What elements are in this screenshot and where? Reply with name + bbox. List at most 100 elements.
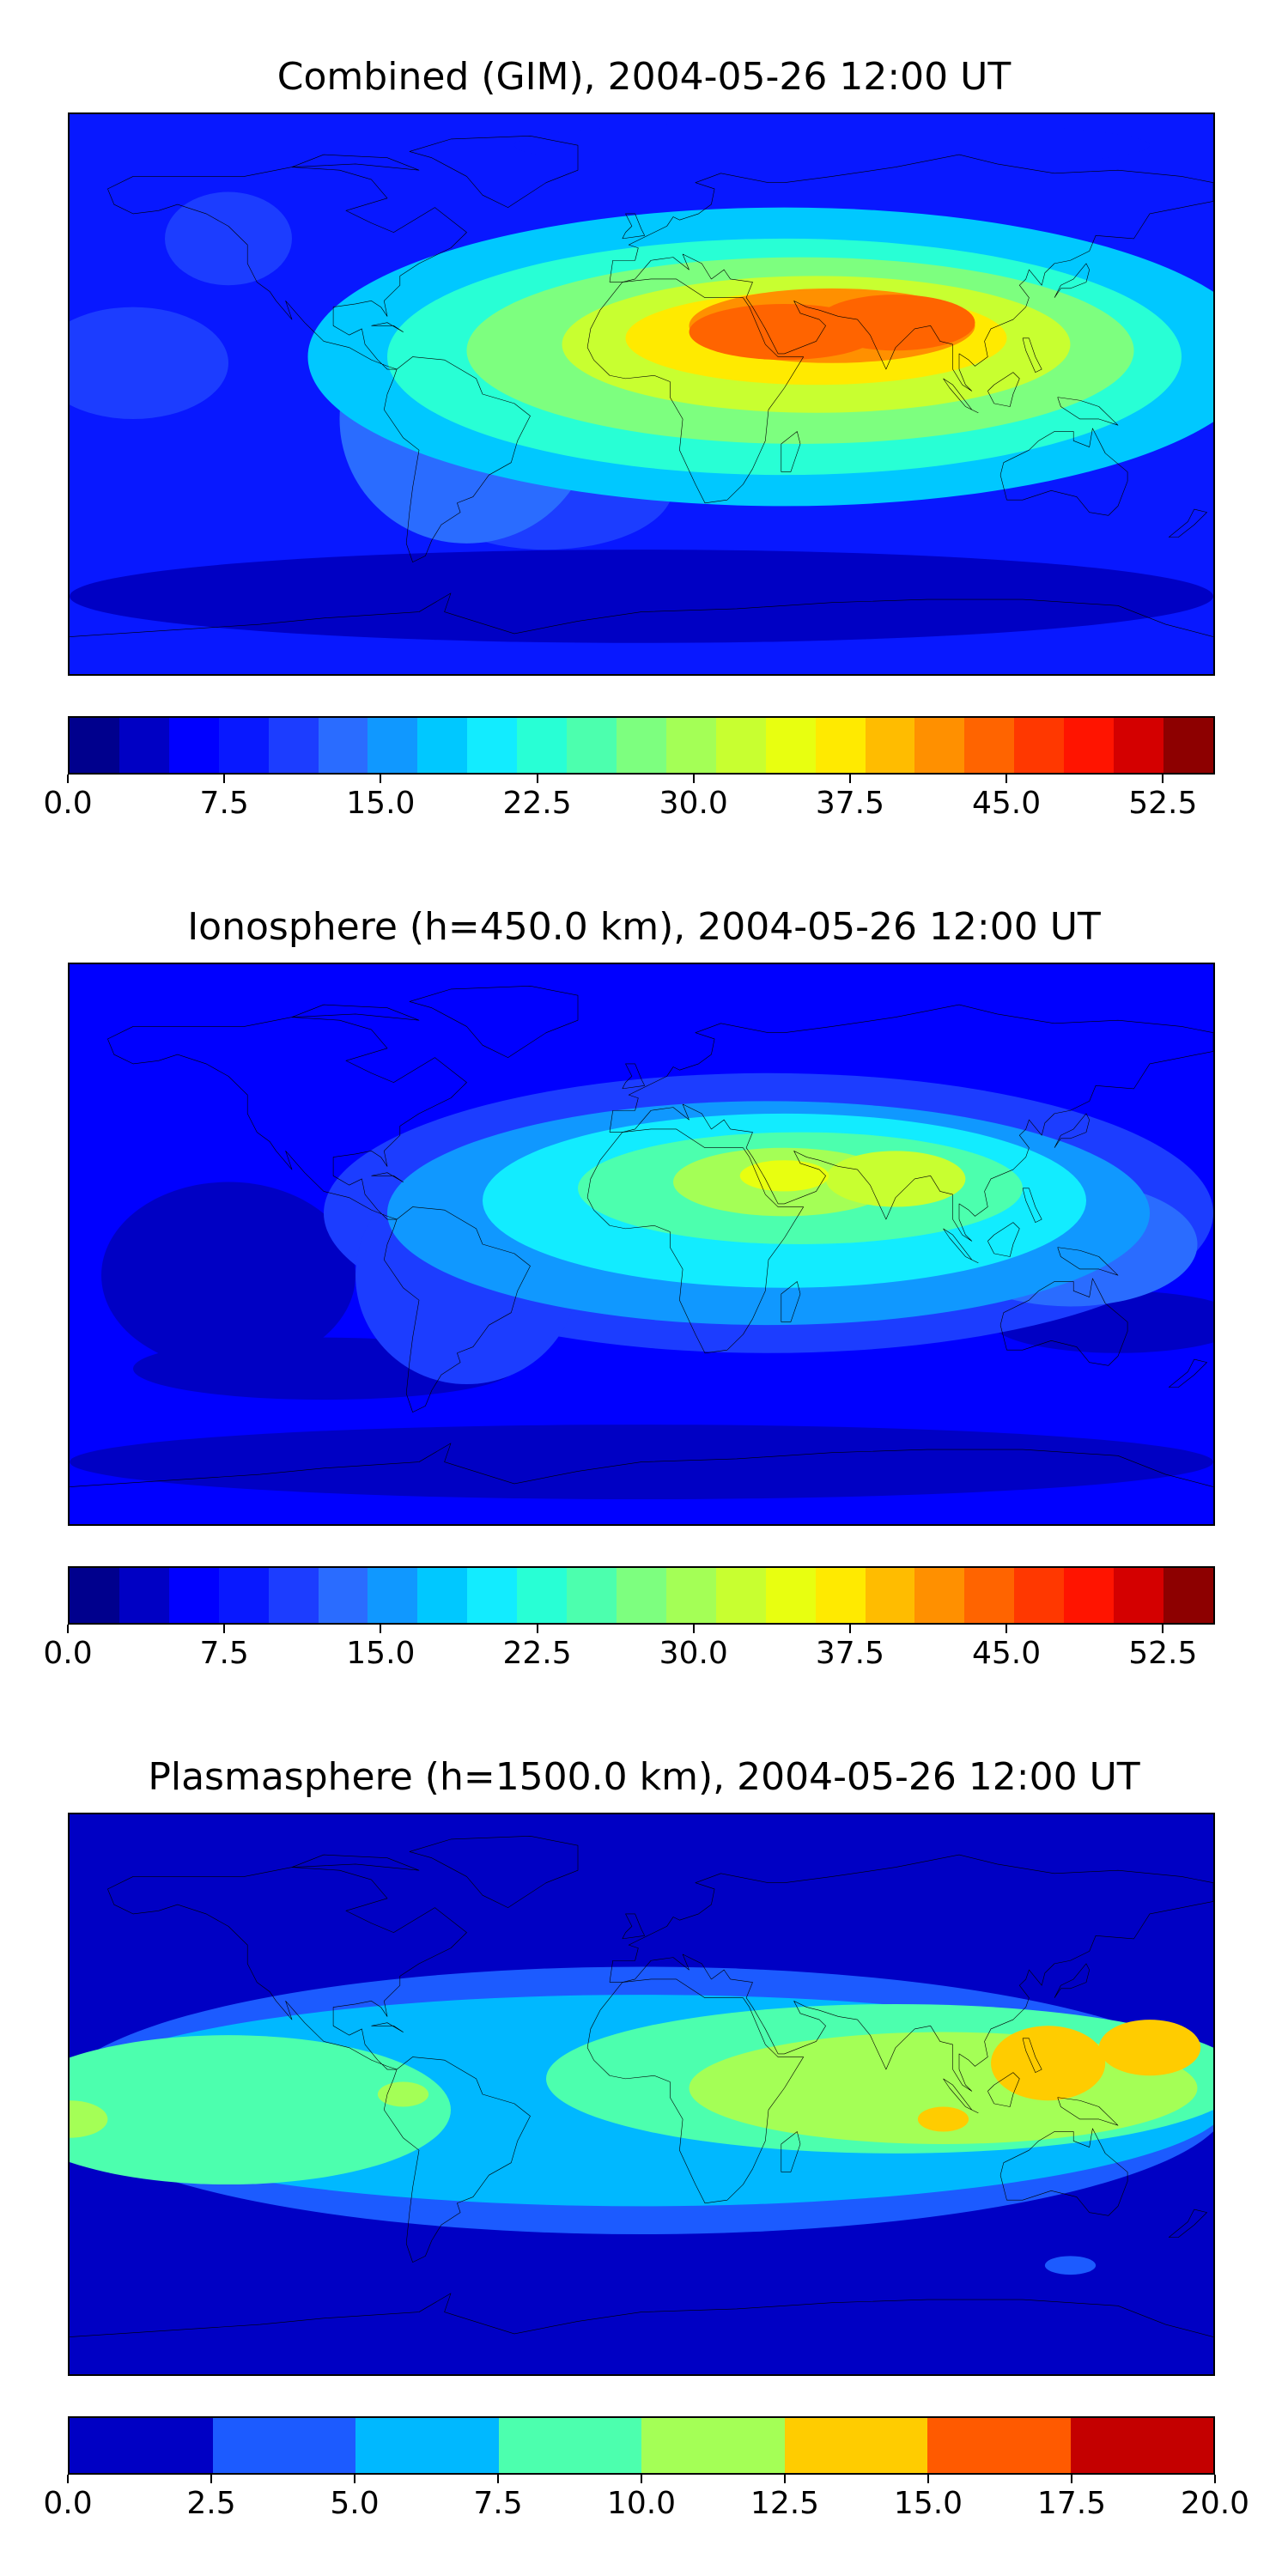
- coastline: [1023, 2038, 1042, 2073]
- colorbar-tick-label: 15.0: [346, 1636, 416, 1671]
- coastline: [781, 1281, 800, 1321]
- coastline: [944, 379, 979, 413]
- colorbar-segment: [715, 718, 766, 773]
- colorbar-segment: [927, 2418, 1071, 2473]
- contour-region: [739, 1160, 829, 1192]
- coastline: [1023, 1188, 1042, 1223]
- colorbar-tick-label: 22.5: [502, 1636, 572, 1671]
- colorbar-tick-mark: [848, 775, 851, 783]
- coastline: [70, 2293, 1213, 2337]
- colorbar-segment: [665, 718, 716, 773]
- contour-region: [1044, 2256, 1097, 2275]
- colorbar-segment: [784, 2418, 927, 2473]
- colorbar-tick-label: 15.0: [346, 786, 416, 821]
- colorbar-segment: [1064, 1568, 1115, 1623]
- colorbar-segment: [964, 1568, 1015, 1623]
- colorbar-tick-label: 45.0: [972, 1636, 1042, 1671]
- colorbar-segment: [1114, 718, 1163, 773]
- colorbar-segment: [964, 718, 1015, 773]
- coastline: [1054, 1964, 1090, 1998]
- colorbar-tick-label: 12.5: [750, 2486, 820, 2521]
- colorbar-segment: [70, 1568, 119, 1623]
- coastline: [1058, 398, 1118, 426]
- colorbar-tick-label: 17.5: [1036, 2486, 1107, 2521]
- coastline: [410, 986, 578, 1057]
- colorbar-segment: [70, 718, 119, 773]
- colorbar-segment: [467, 718, 518, 773]
- colorbar-segment: [318, 718, 368, 773]
- colorbar-segment: [368, 718, 418, 773]
- panel-title-plasmasphere: Plasmasphere (h=1500.0 km), 2004-05-26 1…: [148, 1755, 1140, 1799]
- map-plasmasphere: [68, 1813, 1215, 2376]
- coastline: [1000, 428, 1127, 515]
- colorbar-segment: [355, 2418, 499, 2473]
- coastline: [610, 155, 1213, 391]
- colorbar-tick-label: 37.5: [815, 1636, 884, 1671]
- colorbar-segment: [318, 1568, 368, 1623]
- coastline: [107, 1868, 466, 2069]
- coastline: [292, 155, 419, 170]
- colorbar-tick-mark: [536, 1625, 538, 1633]
- contour-region: [377, 2081, 429, 2107]
- coastline: [1023, 338, 1042, 373]
- colorbar-segment: [517, 1568, 568, 1623]
- colorbar-segment: [268, 1568, 319, 1623]
- colorbar-tick-mark: [380, 1625, 382, 1633]
- coastline: [987, 1223, 1019, 1257]
- colorbar-segment: [616, 718, 666, 773]
- coastline: [107, 167, 466, 369]
- coastline: [372, 323, 404, 332]
- colorbar-segment: [567, 1568, 617, 1623]
- coastline: [623, 214, 645, 239]
- colorbar-tick-label: 0.0: [43, 2486, 93, 2521]
- colorbar-segment: [218, 1568, 269, 1623]
- coastline: [384, 357, 530, 562]
- coastline: [587, 1979, 804, 2203]
- coastline: [1169, 1359, 1206, 1388]
- contour-region: [70, 2035, 451, 2185]
- colorbar-segment: [1064, 718, 1115, 773]
- coastline: [410, 136, 578, 207]
- coastline: [107, 1018, 466, 1219]
- colorbar-segment: [1070, 2418, 1213, 2473]
- colorbar-segment: [212, 2418, 355, 2473]
- coastline: [372, 1173, 404, 1182]
- coastline: [1058, 2098, 1118, 2126]
- colorbar-segment: [1163, 718, 1213, 773]
- colorbar-tick-label: 7.5: [199, 786, 249, 821]
- colorbar-tick-mark: [223, 775, 226, 783]
- contour-region: [825, 1151, 966, 1207]
- colorbar-segment: [498, 2418, 641, 2473]
- contour-region: [917, 2106, 969, 2132]
- coastline: [587, 1129, 804, 1353]
- colorbar-segment: [118, 1568, 169, 1623]
- colorbar-tick-label: 52.5: [1128, 786, 1198, 821]
- colorbar-ticks-ionosphere: 0.0 7.5 15.0 22.5 30.0 37.5 45.0 52.5: [43, 1625, 1215, 1676]
- coastline: [372, 2023, 404, 2032]
- colorbar-tick-label: 20.0: [1180, 2486, 1250, 2521]
- colorbar-segment: [268, 718, 319, 773]
- colorbar-tick-mark: [848, 1625, 851, 1633]
- coastline: [1169, 509, 1206, 538]
- colorbar-tick-mark: [223, 1625, 226, 1633]
- colorbar-ionosphere: [68, 1566, 1215, 1625]
- contour-region: [1098, 2020, 1201, 2076]
- colorbar-segment: [467, 1568, 518, 1623]
- coastline: [610, 1005, 1213, 1241]
- colorbar-segment: [1114, 1568, 1163, 1623]
- colorbar-tick-label: 22.5: [502, 786, 572, 821]
- colorbar-segment: [914, 718, 965, 773]
- coastline: [987, 373, 1019, 407]
- colorbar-combined: [68, 716, 1215, 775]
- colorbar-segment: [417, 1568, 468, 1623]
- coastline: [1058, 1248, 1118, 1276]
- colorbar-tick-mark: [1005, 775, 1008, 783]
- colorbar-tick-mark: [67, 1625, 69, 1633]
- colorbar-segment: [865, 718, 915, 773]
- contour-region: [165, 191, 292, 286]
- colorbar-tick-label: 37.5: [815, 786, 884, 821]
- contour-region: [70, 307, 228, 419]
- colorbar-segment: [815, 718, 866, 773]
- colorbar-tick-mark: [927, 2475, 929, 2483]
- colorbar-segment: [1014, 1568, 1065, 1623]
